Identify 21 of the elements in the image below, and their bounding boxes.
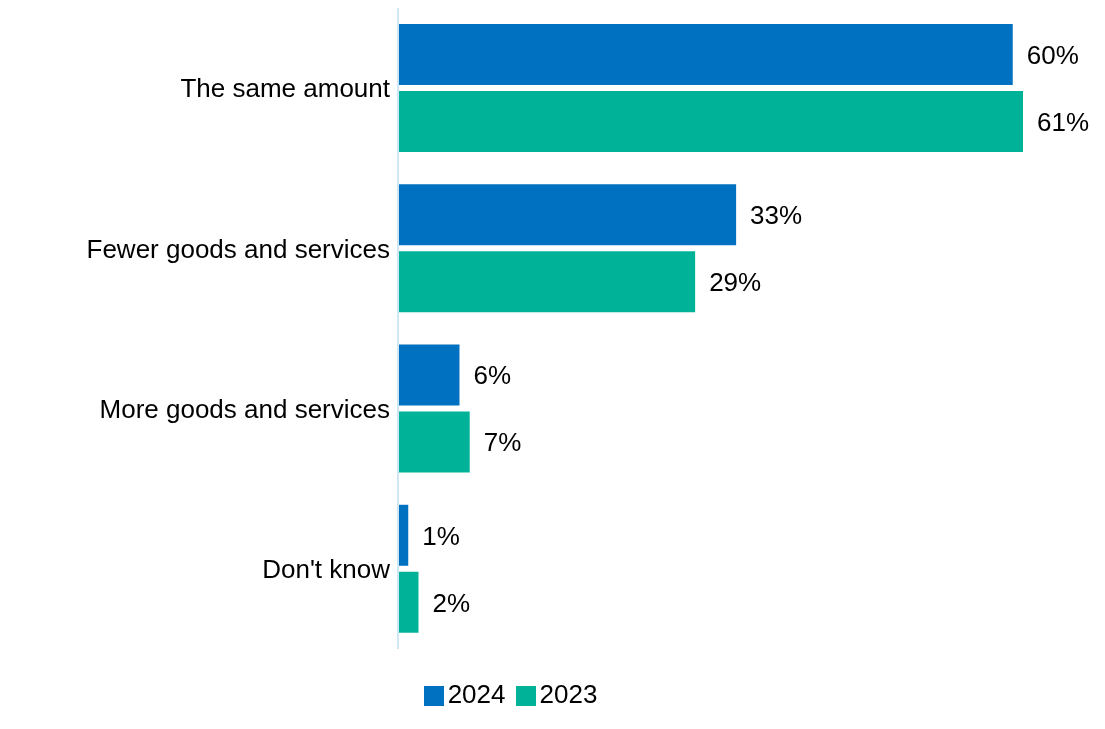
bar — [398, 571, 419, 633]
data-label: 1% — [422, 520, 460, 551]
data-label: 60% — [1026, 39, 1079, 70]
bar — [398, 91, 1023, 153]
bar — [398, 411, 470, 473]
data-label: 6% — [473, 360, 512, 391]
y-tick-label: Fewer goods and services — [86, 233, 390, 264]
data-label: 7% — [483, 427, 522, 458]
y-tick-label: The same amount — [180, 73, 391, 104]
data-label: 61% — [1037, 106, 1090, 137]
y-tick-label: Don't know — [262, 554, 391, 585]
y-tick-label: More goods and services — [99, 393, 390, 424]
bar — [398, 251, 696, 313]
bar — [398, 344, 460, 406]
legend-label: 2024 — [447, 679, 506, 709]
data-label: 33% — [750, 200, 803, 230]
bar — [398, 24, 1013, 86]
bar — [398, 184, 737, 246]
legend-label: 2023 — [539, 679, 598, 709]
data-label: 29% — [709, 267, 762, 298]
data-label: 2% — [432, 587, 471, 618]
